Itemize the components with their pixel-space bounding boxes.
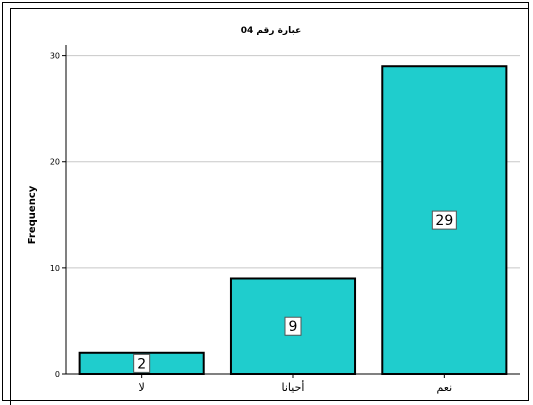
data-label: 29 [435, 213, 453, 229]
chart-title: عبارة رقم 04 [241, 26, 302, 36]
y-tick-label: 30 [50, 52, 60, 61]
data-label: 9 [289, 319, 298, 335]
y-ticks: 0 10 20 30 [50, 52, 66, 379]
chart-inner-frame [10, 8, 528, 405]
data-label-box [133, 353, 151, 373]
category-labels: لا أحيانا نعم [139, 374, 452, 394]
category-label: نعم [436, 381, 452, 394]
y-tick-label: 10 [50, 264, 60, 273]
y-tick-label: 0 [55, 370, 60, 379]
y-axis-title: Frequency [27, 185, 38, 244]
data-label: 2 [137, 356, 146, 372]
data-label-box [284, 316, 302, 336]
category-label: لا [139, 381, 145, 394]
chart-frame [2, 2, 529, 401]
category-label: أحيانا [282, 380, 305, 394]
data-label-box [431, 210, 457, 230]
y-tick-label: 20 [50, 158, 60, 167]
